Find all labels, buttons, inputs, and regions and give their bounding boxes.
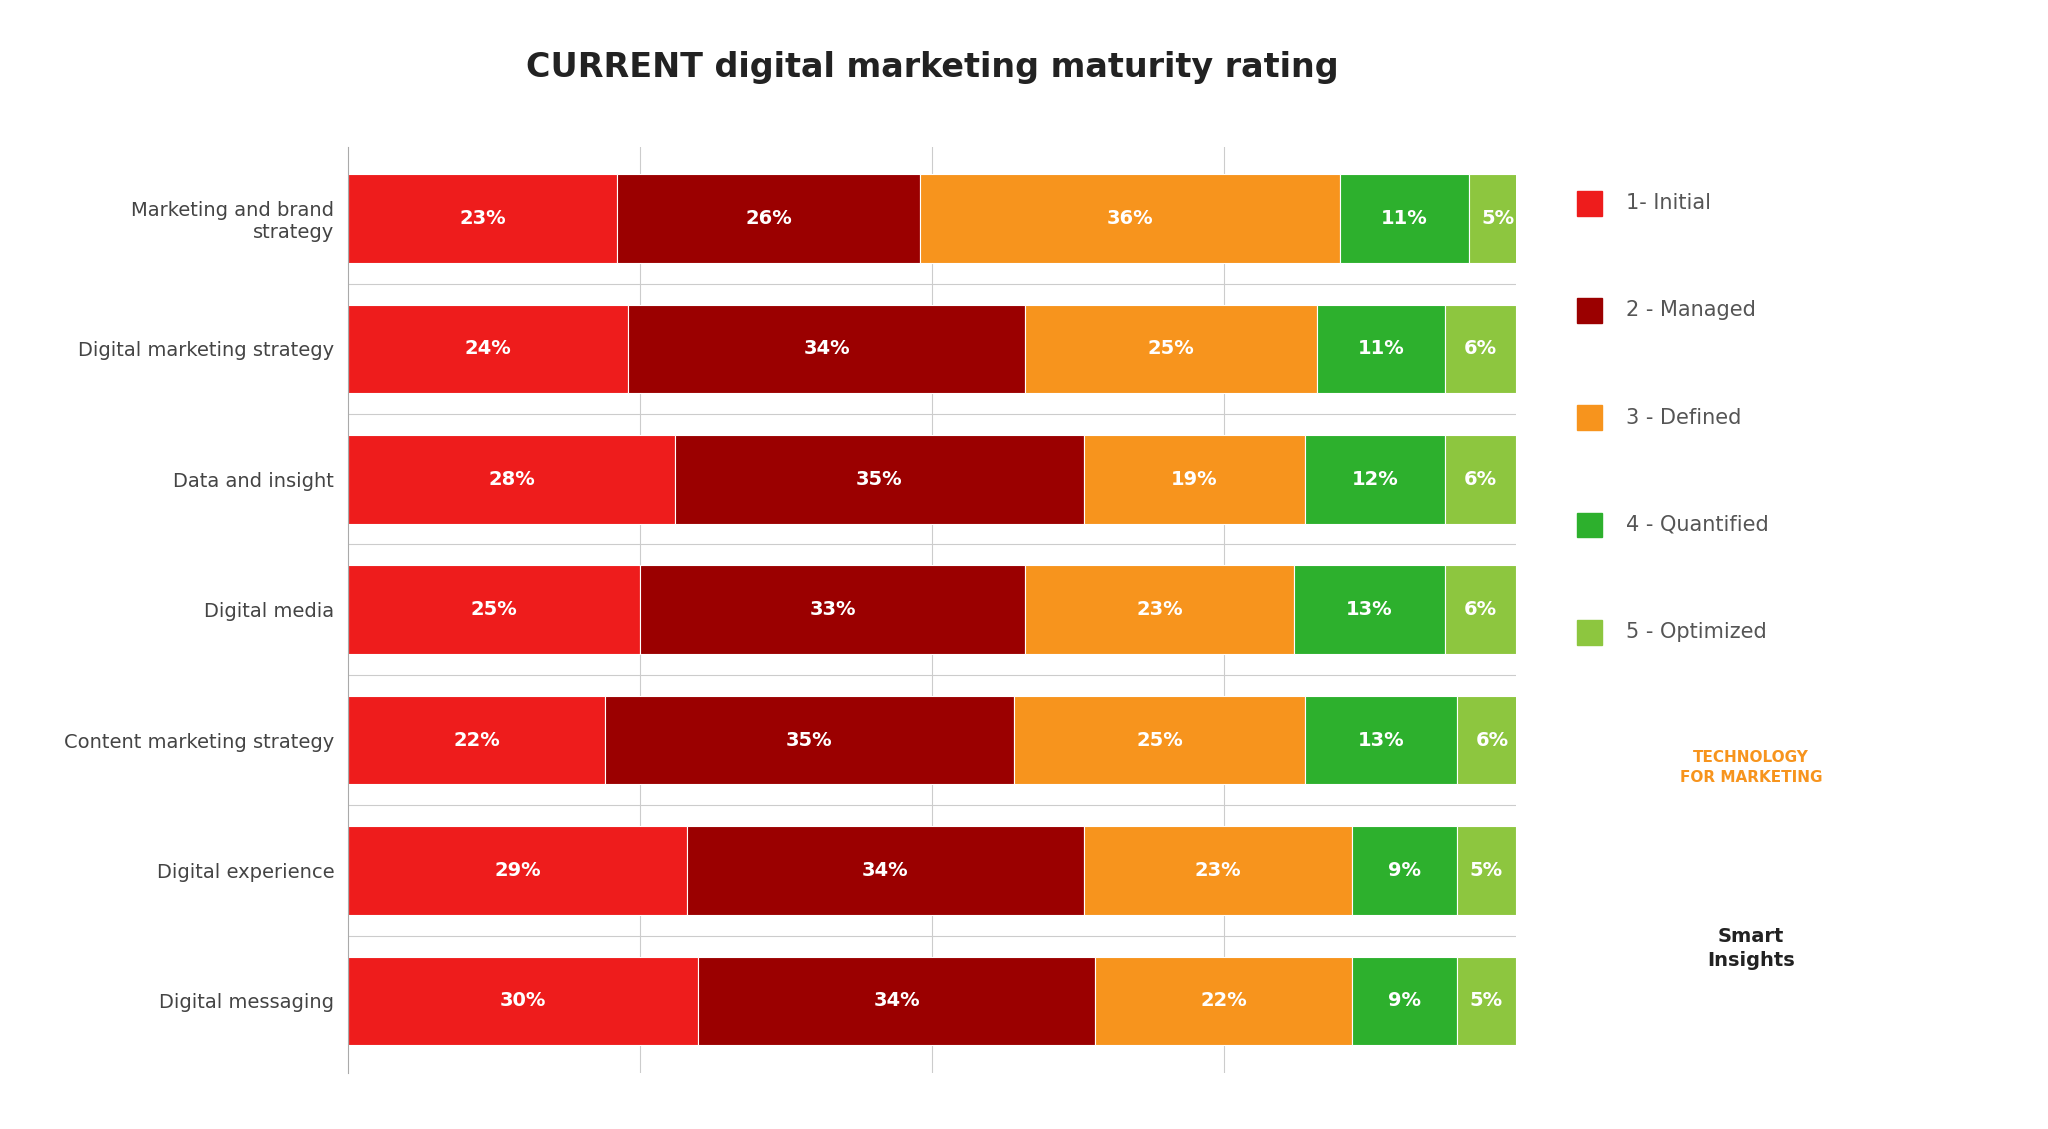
Text: 6%: 6% [1477,730,1509,750]
Text: CURRENT digital marketing maturity rating: CURRENT digital marketing maturity ratin… [526,51,1337,84]
Text: 25%: 25% [1147,340,1194,358]
Text: 5 - Optimized: 5 - Optimized [1626,622,1767,642]
Bar [348,826,686,914]
Bar [1305,695,1456,785]
Text: 22%: 22% [1200,991,1247,1010]
Bar [1458,956,1516,1045]
Text: 25%: 25% [471,601,518,619]
Bar [1096,956,1352,1045]
Text: 34%: 34% [803,340,850,358]
Text: 11%: 11% [1358,340,1405,358]
Bar [1294,566,1446,654]
Text: 6%: 6% [1464,340,1497,358]
Text: 26%: 26% [745,209,793,228]
Bar [1026,305,1317,393]
Text: 19%: 19% [1171,470,1219,489]
Text: 23%: 23% [1137,601,1184,619]
Text: 6%: 6% [1464,470,1497,489]
Text: TECHNOLOGY
FOR MARKETING: TECHNOLOGY FOR MARKETING [1679,751,1823,785]
Bar [348,695,604,785]
Text: 28%: 28% [487,470,535,489]
Bar [1317,305,1446,393]
Text: 35%: 35% [786,730,834,750]
Bar [348,956,698,1045]
Bar [1305,435,1446,524]
Bar [1083,826,1352,914]
Text: 22%: 22% [453,730,500,750]
Bar [1352,956,1458,1045]
Text: 24%: 24% [465,340,512,358]
Bar [1014,695,1305,785]
Text: 11%: 11% [1380,209,1427,228]
Text: 9%: 9% [1389,861,1421,879]
Bar [639,566,1026,654]
Text: 34%: 34% [862,861,909,879]
Text: 23%: 23% [1194,861,1241,879]
Text: 25%: 25% [1137,730,1184,750]
Text: 5%: 5% [1470,861,1503,879]
Bar [348,566,639,654]
Text: 2 - Managed: 2 - Managed [1626,300,1757,321]
Bar [1458,826,1516,914]
Bar [1458,695,1528,785]
Bar [1339,174,1468,263]
Text: 4 - Quantified: 4 - Quantified [1626,515,1769,535]
Text: 6%: 6% [1464,601,1497,619]
Bar [348,305,629,393]
Bar [1446,305,1516,393]
Text: 3 - Defined: 3 - Defined [1626,408,1741,428]
Text: 36%: 36% [1108,209,1153,228]
Text: 9%: 9% [1389,991,1421,1010]
Text: 35%: 35% [856,470,903,489]
Text: 1- Initial: 1- Initial [1626,193,1712,213]
Bar [1026,566,1294,654]
Text: 13%: 13% [1346,601,1393,619]
Bar [1468,174,1528,263]
Bar [920,174,1339,263]
Text: 34%: 34% [874,991,920,1010]
Bar [1446,566,1516,654]
Text: Smart
Insights: Smart Insights [1708,927,1794,970]
Bar [1352,826,1458,914]
Bar [1083,435,1305,524]
Text: 29%: 29% [494,861,541,879]
Bar [604,695,1014,785]
Bar [676,435,1083,524]
Bar [616,174,920,263]
Text: 33%: 33% [809,601,856,619]
Bar [1446,435,1516,524]
Bar [629,305,1026,393]
Bar [698,956,1096,1045]
Bar [686,826,1083,914]
Text: 30%: 30% [500,991,547,1010]
Text: 5%: 5% [1481,209,1516,228]
Text: 5%: 5% [1470,991,1503,1010]
Text: 12%: 12% [1352,470,1399,489]
Text: 13%: 13% [1358,730,1405,750]
Bar [348,174,616,263]
Bar [348,435,676,524]
Text: 23%: 23% [459,209,506,228]
